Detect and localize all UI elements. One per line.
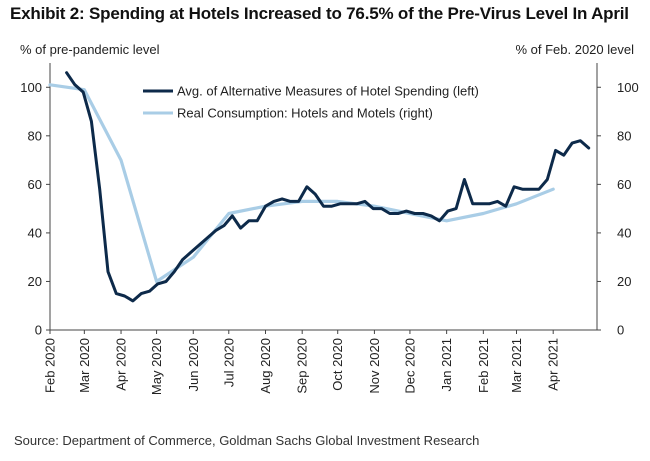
x-tick-label: Jan 2021 <box>439 338 454 392</box>
x-tick-label: Oct 2020 <box>330 338 345 391</box>
x-tick-label: Aug 2020 <box>258 338 273 394</box>
chart-title: Exhibit 2: Spending at Hotels Increased … <box>10 4 629 23</box>
series-layer <box>48 71 591 303</box>
left-y-tick-label: 40 <box>28 225 42 240</box>
x-tick-label: May 2020 <box>149 338 164 395</box>
right-y-tick-label: 100 <box>617 80 639 95</box>
series-line-real-consumption <box>48 83 555 284</box>
x-tick-label: Jul 2020 <box>221 338 236 387</box>
left-y-tick-label: 20 <box>28 274 42 289</box>
left-axis-unit-label: % of pre-pandemic level <box>20 42 160 57</box>
axes: 0 20 40 60 80 100 0 20 40 60 80 100 Feb 2020 Mar 2020… <box>20 63 639 395</box>
right-y-tick-label: 20 <box>617 274 631 289</box>
right-axis-unit-label: % of Feb. 2020 level <box>515 42 634 57</box>
series-line-hotel-spending <box>65 71 591 303</box>
left-y-tick-label: 100 <box>20 80 42 95</box>
right-y-tick-label: 40 <box>617 225 631 240</box>
x-tick-label: Apr 2020 <box>114 338 129 391</box>
right-y-tick-label: 0 <box>617 323 624 338</box>
left-y-tick-label: 0 <box>35 323 42 338</box>
right-y-tick-label: 80 <box>617 128 631 143</box>
legend: Avg. of Alternative Measures of Hotel Sp… <box>143 84 479 121</box>
legend-label: Avg. of Alternative Measures of Hotel Sp… <box>177 84 479 99</box>
x-tick-label: Sep 2020 <box>295 338 310 394</box>
left-y-tick-label: 80 <box>28 128 42 143</box>
x-tick-label: Dec 2020 <box>402 338 417 394</box>
x-tick-label: Mar 2020 <box>77 338 92 393</box>
x-tick-label: Jun 2020 <box>186 338 201 392</box>
line-chart: 0 20 40 60 80 100 0 20 40 60 80 100 Feb 2020 Mar 2020… <box>20 63 639 395</box>
x-tick-label: Feb 2020 <box>43 338 58 393</box>
x-tick-label: Apr 2021 <box>546 338 561 391</box>
right-y-tick-label: 60 <box>617 177 631 192</box>
x-tick-label: Mar 2021 <box>509 338 524 393</box>
source-note: Source: Department of Commerce, Goldman … <box>14 433 480 448</box>
x-tick-label: Feb 2021 <box>476 338 491 393</box>
x-tick-label: Nov 2020 <box>367 338 382 394</box>
legend-label: Real Consumption: Hotels and Motels (rig… <box>177 106 433 121</box>
left-y-tick-label: 60 <box>28 177 42 192</box>
